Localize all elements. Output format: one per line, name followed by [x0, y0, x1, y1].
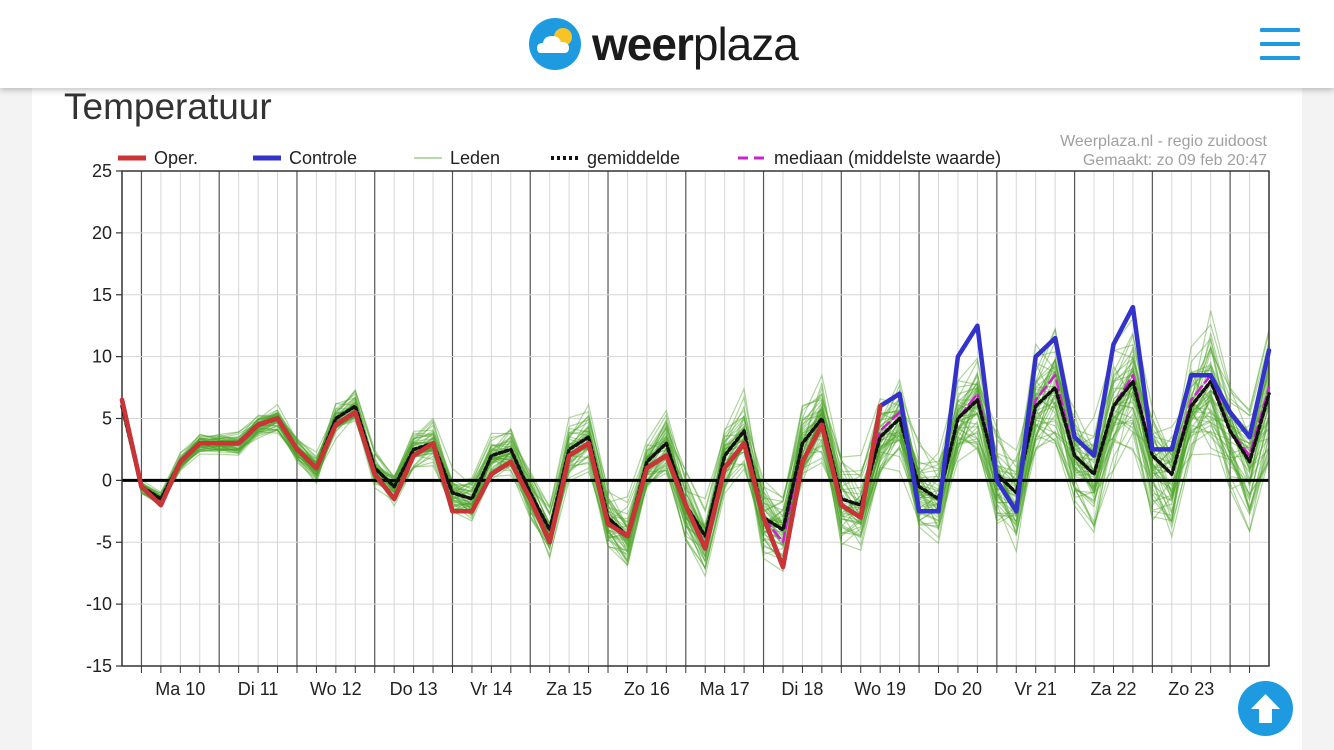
hamburger-menu-icon[interactable] [1254, 26, 1302, 62]
ensemble-member-line [121, 332, 1270, 531]
ensemble-member-line [121, 412, 1270, 578]
ensemble-member-line [121, 409, 1270, 569]
y-tick-label: 25 [92, 161, 112, 181]
logo-text-bold: weer [592, 18, 694, 70]
x-day-label: Wo 19 [854, 679, 906, 696]
card-title: Temperatuur [64, 86, 272, 127]
x-day-label: Di 11 [238, 679, 279, 696]
ensemble-member-line [121, 388, 1270, 562]
weather-cloud-sun-icon [529, 18, 581, 70]
chart-grid [122, 171, 1269, 666]
site-header: weerplaza [0, 0, 1334, 88]
scroll-to-top-button[interactable] [1238, 681, 1293, 736]
temperature-ensemble-chart: 25 20 15 10 5 0 -5 -10 -15 Ma 10 Di 11 Wo 12 Do 13 Vr… [86, 133, 1272, 696]
ensemble-member-line [121, 365, 1270, 539]
x-day-label: Ma 17 [700, 679, 750, 696]
series-oper-line [119, 397, 883, 570]
x-day-label: Di 18 [781, 679, 823, 696]
ensemble-member-line [121, 369, 1270, 543]
legend-label: gemiddelde [587, 148, 680, 168]
logo-text-light: plaza [692, 18, 799, 70]
x-day-label: Ma 10 [155, 679, 205, 696]
ensemble-member-line [121, 326, 1270, 531]
legend-label: Leden [450, 148, 500, 168]
x-day-label: Zo 16 [624, 679, 670, 696]
ensemble-member-line [121, 372, 1270, 538]
x-day-label: Wo 12 [310, 679, 362, 696]
ensemble-member-line [121, 310, 1270, 531]
y-tick-label: -5 [96, 532, 112, 552]
ensemble-member-line [121, 392, 1270, 556]
ensemble-member-line [121, 375, 1270, 558]
ensemble-member-line [121, 327, 1270, 530]
x-day-label: Do 20 [934, 679, 982, 696]
ensemble-member-line [121, 379, 1270, 563]
ensemble-member-line [121, 394, 1270, 566]
x-day-label: Vr 14 [470, 679, 512, 696]
x-day-label: Do 13 [390, 679, 438, 696]
ensemble-member-line [121, 365, 1270, 562]
ensemble-member-line [121, 390, 1270, 563]
legend-label: Oper. [154, 148, 198, 168]
x-day-label: Za 15 [546, 679, 592, 696]
y-tick-label: -10 [86, 594, 112, 614]
weerplaza-logo[interactable]: weerplaza [528, 16, 799, 72]
ensemble-member-line [121, 387, 1270, 563]
ensemble-member-line [121, 397, 1270, 564]
chart-source: Weerplaza.nl - regio zuidoost [1060, 133, 1267, 150]
y-tick-label: 15 [92, 285, 112, 305]
y-tick-label: 0 [102, 470, 112, 490]
x-day-label: Zo 23 [1168, 679, 1214, 696]
chart-timestamp: Gemaakt: zo 09 feb 20:47 [1083, 152, 1267, 169]
ensemble-member-line [121, 392, 1270, 573]
ensemble-member-line [121, 365, 1270, 548]
y-tick-label: 5 [102, 409, 112, 429]
x-day-label: Vr 21 [1015, 679, 1057, 696]
legend-label: mediaan (middelste waarde) [774, 148, 1001, 168]
ensemble-member-line [121, 337, 1270, 530]
logo-text: weerplaza [592, 18, 799, 70]
ensemble-member-line [121, 317, 1270, 526]
ensemble-member-line [121, 357, 1270, 542]
y-tick-label: -15 [86, 656, 112, 676]
arrow-up-icon [1251, 694, 1280, 723]
y-tick-label: 20 [92, 223, 112, 243]
y-tick-label: 10 [92, 347, 112, 367]
x-day-label: Za 22 [1090, 679, 1136, 696]
legend-label: Controle [289, 148, 357, 168]
